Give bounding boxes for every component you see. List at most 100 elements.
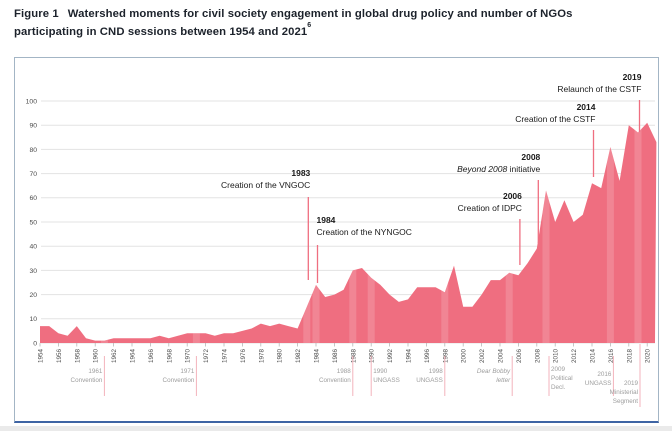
annotation-2014: 2014 Creation of the CSTF	[515, 102, 596, 177]
x-tick-label: 2020	[645, 349, 652, 364]
x-tick-label: 2000	[461, 349, 468, 364]
chart-panel: 0 10 20 30 40 50 60 70 80 90 100 1954 1956 1958 1960 19…	[14, 57, 659, 423]
milestone-label: UNGASS	[416, 377, 443, 384]
milestone-label: Dear Bobby	[477, 368, 511, 375]
highlight-band-2019	[634, 122, 642, 343]
y-tick-label: 30	[29, 268, 37, 275]
y-tick-label: 60	[29, 195, 37, 202]
annotation-year: 1983	[291, 168, 310, 178]
highlight-band-1961	[100, 122, 108, 343]
highlight-band-1990	[367, 122, 375, 343]
y-tick-label: 100	[26, 98, 38, 105]
highlight-band-1971	[192, 122, 200, 343]
x-tick-label: 1970	[185, 349, 192, 364]
y-tick-label: 90	[29, 123, 37, 130]
annotation-year: 2014	[577, 102, 596, 112]
x-tick-label: 1978	[258, 349, 265, 364]
y-tick-label: 0	[33, 340, 37, 347]
milestone-label: 2019	[624, 380, 639, 387]
x-tick-label: 1982	[295, 349, 302, 364]
milestone-label: 1988	[337, 368, 352, 375]
highlight-band-2009	[542, 122, 550, 343]
annotation-label: Creation of IDPC	[458, 203, 522, 213]
annotation-year: 2019	[623, 72, 642, 82]
x-tick-label: 1958	[74, 349, 81, 364]
annotation-year: 2006	[503, 191, 522, 201]
x-tick-label: 1984	[314, 349, 321, 364]
milestone-label: Political	[551, 375, 573, 382]
highlight-band-1988	[349, 122, 357, 343]
milestone-1961-convention: 1961 Convention	[71, 356, 105, 396]
annotation-2006: 2006 Creation of IDPC	[458, 191, 522, 265]
milestone-label: 1961	[88, 368, 103, 375]
highlight-band-2016	[606, 122, 614, 343]
milestone-label: UNGASS	[585, 380, 612, 387]
y-tick-label: 10	[29, 316, 37, 323]
figure-label: Figure 1	[14, 8, 59, 20]
annotation-label: Beyond 2008 initiative	[457, 164, 540, 174]
page-bottom-strip	[0, 426, 672, 431]
milestone-2016-ungass: 2016 UNGASS	[585, 356, 614, 396]
x-tick-label: 1966	[148, 349, 155, 364]
x-tick-label: 2016	[608, 349, 615, 364]
milestone-label: 1990	[373, 368, 388, 375]
x-tick-label: 2008	[534, 349, 541, 364]
milestone-label: Convention	[163, 377, 195, 384]
x-tick-label: 2012	[571, 349, 578, 364]
annotation-1984: 1984 Creation of the NYNGOC	[317, 215, 412, 283]
milestone-1988-convention: 1988 Convention	[319, 356, 354, 396]
milestone-label: 2016	[597, 371, 612, 378]
x-tick-label: 2010	[553, 349, 560, 364]
annotation-label: Relaunch of the CSTF	[557, 84, 641, 94]
milestone-dearbobby-letter: Dear Bobby letter	[477, 356, 513, 396]
x-tick-label: 1992	[387, 349, 394, 364]
x-tick-label: 2014	[590, 349, 597, 364]
x-tick-label: 1968	[166, 349, 173, 364]
annotation-1983: 1983 Creation of the VNGOC	[221, 168, 311, 280]
x-tick-label: 2006	[516, 349, 523, 364]
y-tick-label: 40	[29, 244, 37, 251]
x-tick-label: 2018	[626, 349, 633, 364]
figure-title-line2: participating in CND sessions between 19…	[14, 25, 308, 38]
highlight-band-1998	[441, 122, 449, 343]
x-tick-label: 1962	[111, 349, 118, 364]
milestone-1998-ungass: 1998 UNGASS	[416, 356, 446, 396]
y-tick-label: 20	[29, 292, 37, 299]
highlight-band-2005	[505, 122, 513, 343]
milestone-1990-ungass: 1990 UNGASS	[370, 356, 400, 396]
figure-title: Figure 1 Watershed moments for civil soci…	[14, 6, 658, 41]
milestone-label: UNGASS	[373, 377, 400, 384]
x-tick-label: 1976	[240, 349, 247, 364]
milestone-label: Convention	[71, 377, 103, 384]
x-tick-label: 1998	[442, 349, 449, 364]
milestone-2019-ministerial-segment: 2019 Ministerial Segment	[610, 344, 641, 407]
figure-title-line1: Watershed moments for civil society enga…	[67, 8, 573, 20]
annotation-label: Creation of the VNGOC	[221, 180, 310, 190]
figure-title-footnote-marker: 6	[307, 21, 312, 29]
milestone-label: Segment	[613, 398, 638, 405]
milestone-label: 1971	[180, 368, 195, 375]
x-tick-label: 1980	[277, 349, 284, 364]
x-tick-label: 1974	[222, 349, 229, 364]
highlight-band-1983	[303, 122, 311, 343]
milestone-label: 2009	[551, 366, 566, 373]
area-series-ngo-count	[40, 122, 657, 343]
x-tick-label: 1994	[406, 349, 413, 364]
ngo-participation-area-chart: 0 10 20 30 40 50 60 70 80 90 100 1954 1956 1958 1960 19…	[15, 58, 658, 420]
x-tick-label: 2004	[498, 349, 505, 364]
annotation-year: 1984	[317, 215, 336, 225]
x-tick-label: 1960	[93, 349, 100, 364]
milestone-2009-political-decl: 2009 Political Decl.	[548, 356, 573, 396]
y-tick-label: 80	[29, 147, 37, 154]
milestone-label: 1998	[429, 368, 444, 375]
y-tick-label: 50	[29, 219, 37, 226]
x-tick-label: 1972	[203, 349, 210, 364]
x-tick-label: 1954	[38, 349, 45, 364]
x-tick-label: 1990	[369, 349, 376, 364]
x-tick-label: 1988	[350, 349, 357, 364]
milestone-label: letter	[496, 377, 511, 384]
x-tick-label: 1986	[332, 349, 339, 364]
x-tick-label: 1964	[130, 349, 137, 364]
annotation-2008: 2008 Beyond 2008 initiative	[457, 152, 541, 243]
